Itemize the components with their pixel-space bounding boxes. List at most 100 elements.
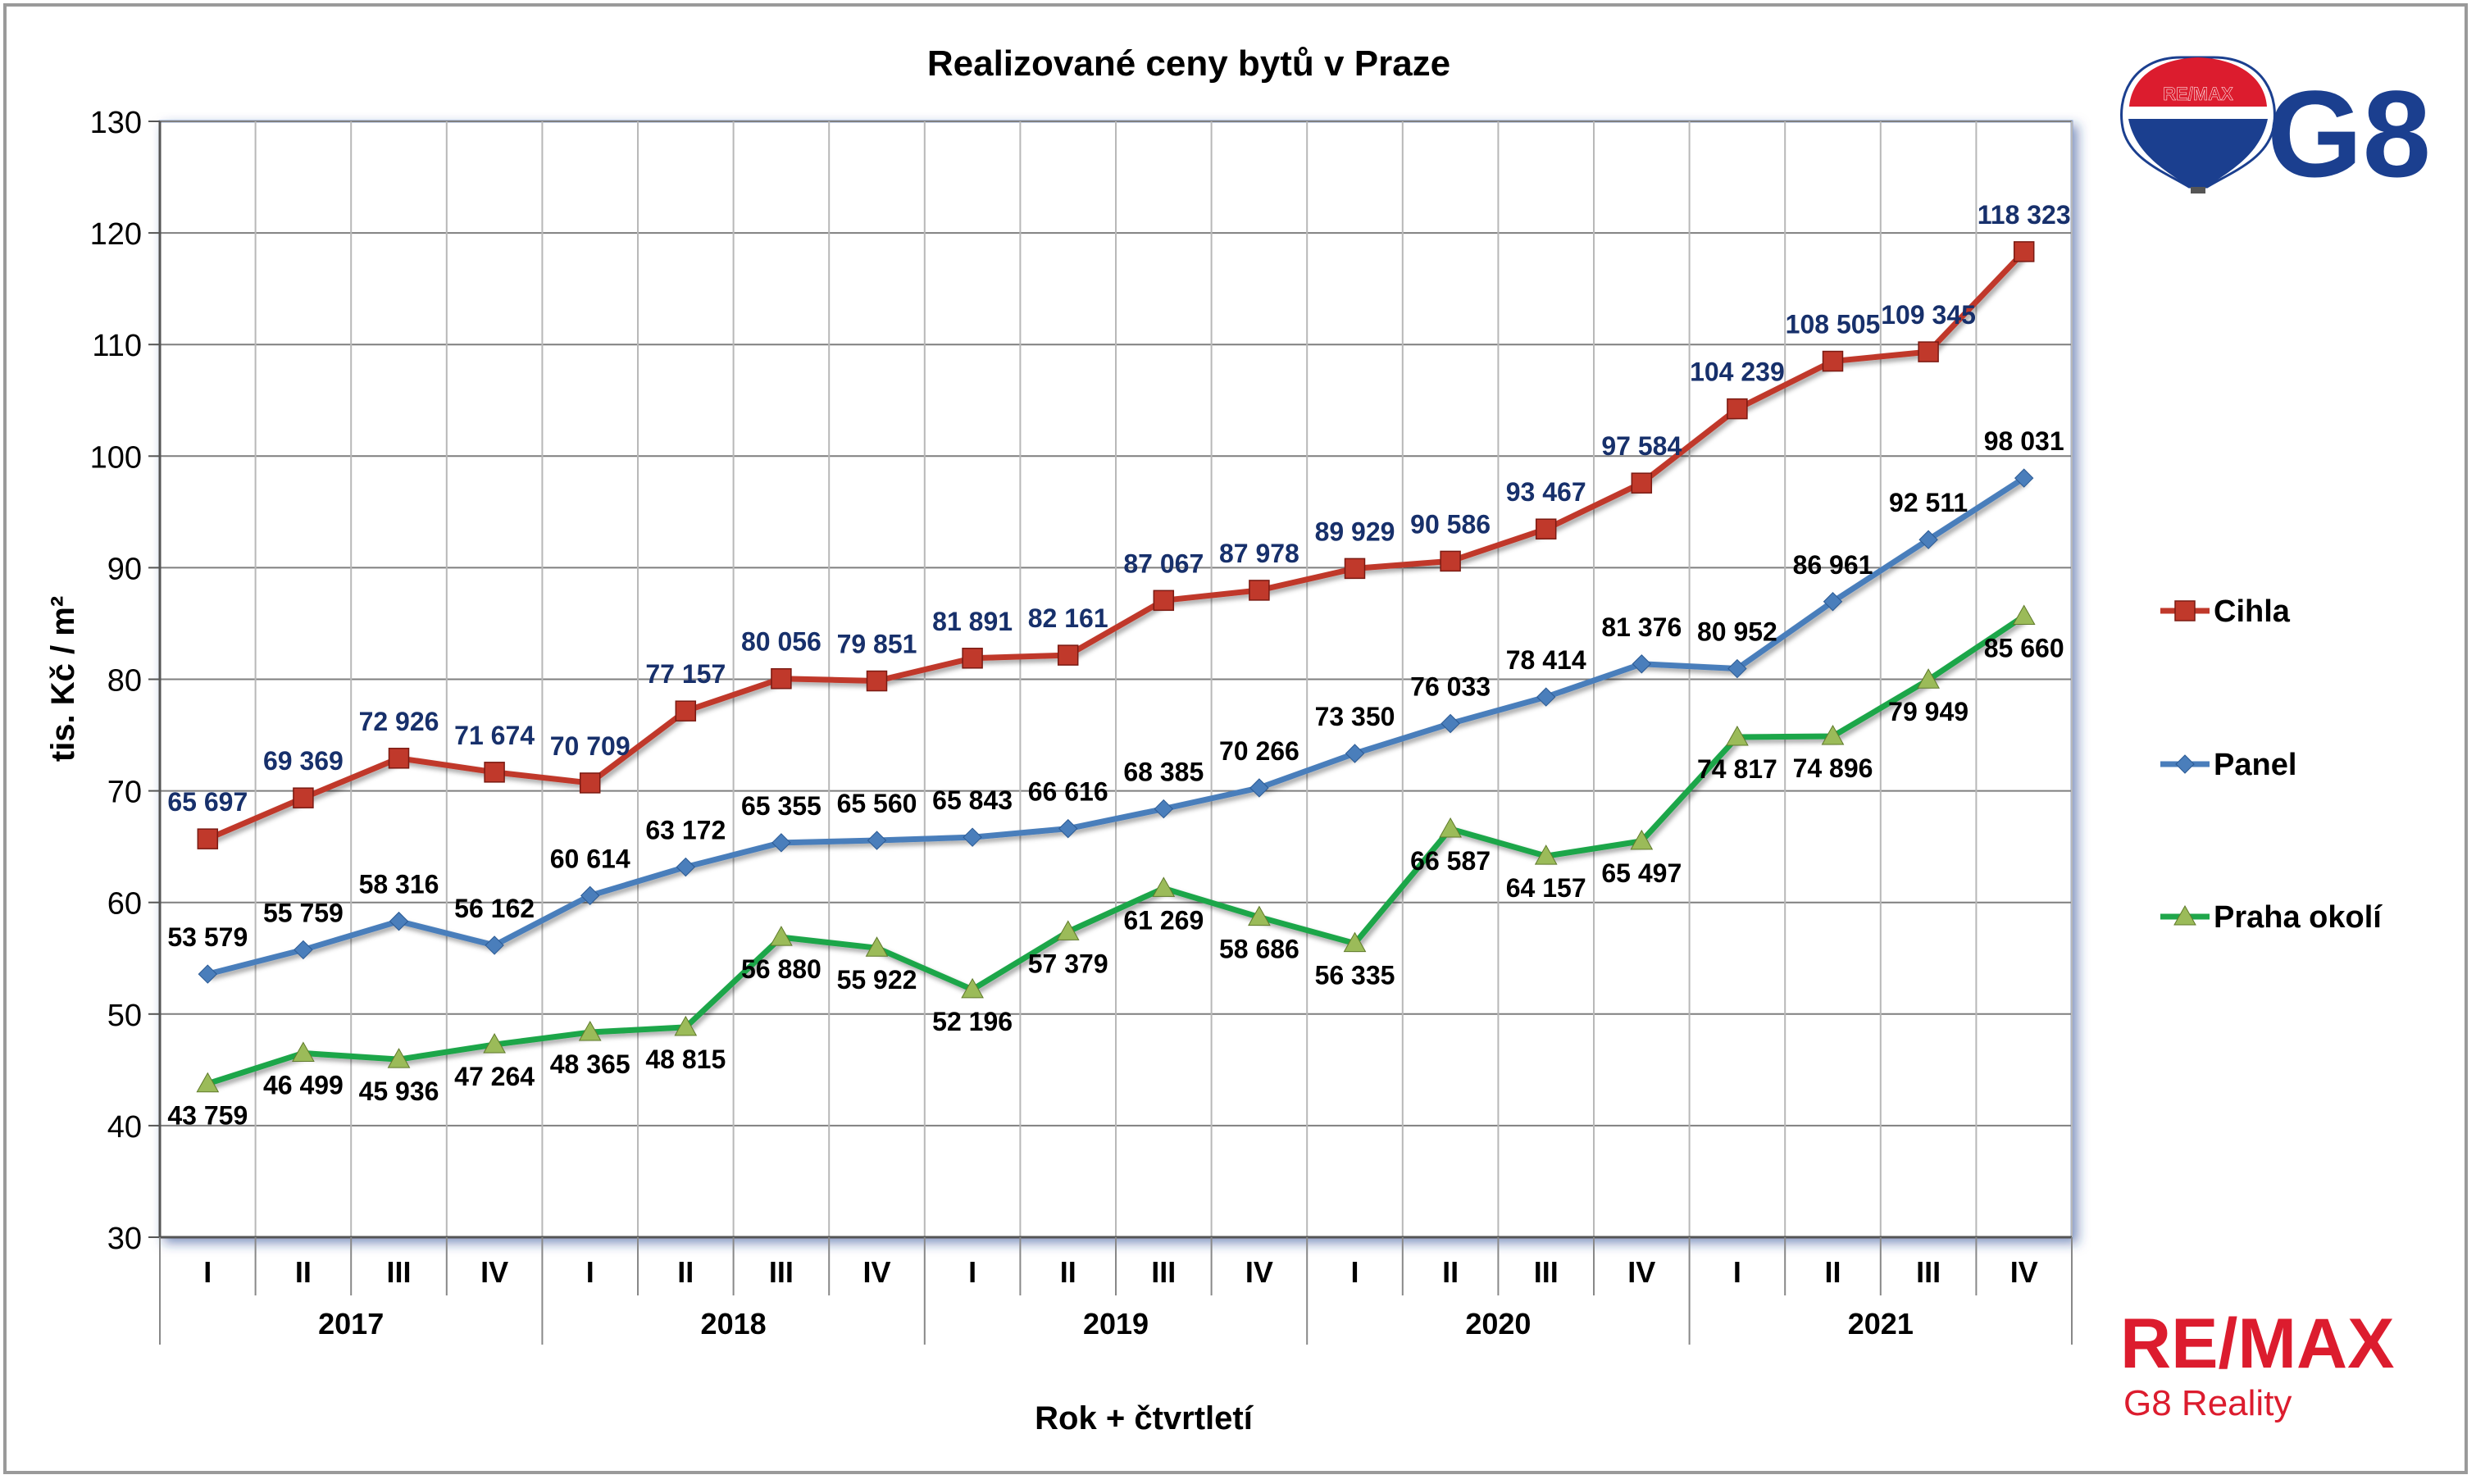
data-label: 48 365 (550, 1049, 630, 1079)
data-label: 57 379 (1028, 949, 1108, 978)
marker-square (1440, 550, 1461, 572)
marker-diamond (1536, 687, 1556, 707)
marker-diamond (1823, 592, 1843, 612)
data-label: 70 709 (550, 731, 630, 761)
data-label: 118 323 (1978, 200, 2071, 230)
data-label: 81 376 (1601, 612, 1682, 642)
marker-triangle (1821, 724, 1845, 745)
marker-square (866, 670, 888, 692)
data-label: 65 355 (741, 791, 822, 821)
data-label: 81 891 (932, 607, 1013, 636)
marker-triangle (1248, 905, 1271, 926)
y-tick-label: 130 (90, 106, 142, 140)
data-label: 78 414 (1506, 645, 1586, 675)
marker-square (2174, 600, 2196, 621)
marker-diamond (389, 911, 409, 931)
marker-triangle (578, 1021, 602, 1041)
data-label: 89 929 (1315, 517, 1395, 546)
y-axis: 30 40 50 60 70 80 90 100 110 120 130 (90, 106, 162, 1256)
marker-triangle (1534, 844, 1558, 865)
marker-square (1727, 398, 1748, 420)
marker-square (1631, 472, 1653, 494)
marker-triangle (865, 936, 889, 957)
quarter-label: IV (1245, 1255, 1273, 1289)
data-label: 45 936 (359, 1077, 439, 1106)
quarter-label: II (1824, 1255, 1841, 1289)
data-label: 98 031 (1984, 426, 2064, 456)
marker-square (1535, 518, 1557, 539)
marker-triangle (1152, 876, 1176, 897)
marker-diamond (676, 857, 696, 877)
data-label: 53 579 (167, 922, 248, 952)
marker-square (675, 700, 697, 722)
data-label: 76 033 (1410, 671, 1491, 701)
quarter-label: II (1442, 1255, 1459, 1289)
legend-label: Cihla (2214, 594, 2291, 629)
y-tick-label: 60 (107, 887, 142, 922)
year-label: 2017 (318, 1307, 384, 1341)
data-label: 90 586 (1410, 509, 1491, 539)
series-line-panel (207, 476, 2026, 977)
marker-diamond (963, 827, 982, 847)
quarter-label: III (1534, 1255, 1559, 1289)
marker-square (962, 648, 983, 669)
quarter-label: II (677, 1255, 694, 1289)
data-label: 69 369 (263, 746, 344, 776)
data-label: 73 350 (1315, 702, 1395, 731)
data-label: 97 584 (1601, 431, 1682, 461)
data-label: 87 978 (1219, 539, 1299, 568)
quarter-label: I (203, 1255, 212, 1289)
remax-balloon-icon: RE/MAX (2120, 56, 2276, 193)
y-tick-label: 100 (90, 440, 142, 475)
marker-triangle (674, 1015, 698, 1036)
marker-diamond (1249, 778, 1269, 798)
marker-triangle (2173, 904, 2196, 926)
quarter-label: IV (1627, 1255, 1655, 1289)
g8-logo: G8 (2267, 65, 2431, 203)
marker-square (197, 828, 219, 849)
data-label: 60 614 (550, 844, 630, 873)
marker-diamond (580, 885, 600, 906)
legend-label: Praha okolí (2214, 900, 2383, 935)
marker-square (1249, 580, 1270, 601)
marker-triangle (292, 1041, 315, 1062)
marker-diamond (198, 964, 218, 984)
marker-triangle (1056, 920, 1080, 940)
data-label: 58 686 (1219, 935, 1299, 964)
data-label: 46 499 (263, 1070, 344, 1099)
marker-triangle (196, 1072, 220, 1093)
marker-triangle (1439, 817, 1462, 838)
marker-diamond (771, 833, 791, 853)
legend-label: Panel (2214, 748, 2296, 782)
x-axis: I II III IV I II III IV I II III IV I II III IV I II III IV… (159, 1236, 2073, 1345)
data-label: 80 952 (1697, 617, 1777, 647)
marker-square (2013, 241, 2035, 262)
y-tick-label: 80 (107, 664, 142, 699)
marker-square (1918, 341, 1939, 362)
marker-square (1822, 350, 1844, 372)
quarter-label: IV (2010, 1255, 2038, 1289)
data-label: 58 316 (359, 870, 439, 899)
data-label: 86 961 (1793, 550, 1873, 580)
series-line-praha-okolí (207, 613, 2026, 1087)
year-label: 2018 (701, 1307, 767, 1341)
data-label: 93 467 (1506, 477, 1586, 507)
data-label: 82 161 (1028, 603, 1108, 633)
data-label: 77 157 (645, 659, 726, 689)
quarter-label: I (1733, 1255, 1741, 1289)
data-label: 79 851 (837, 630, 917, 659)
data-label: 55 922 (837, 965, 917, 995)
data-label: 87 067 (1123, 549, 1204, 578)
data-label: 56 880 (741, 954, 822, 984)
data-label: 109 345 (1881, 300, 1976, 330)
series-markers (196, 241, 2036, 1093)
data-label: 74 817 (1697, 754, 1777, 784)
data-label: 72 926 (359, 707, 439, 736)
marker-diamond (1154, 799, 1174, 819)
marker-diamond (1727, 658, 1747, 679)
y-tick-label: 70 (107, 776, 142, 810)
data-label: 65 497 (1601, 858, 1682, 888)
data-label: 48 815 (645, 1045, 726, 1074)
balloon-text: RE/MAX (2163, 84, 2233, 104)
data-label: 52 196 (932, 1007, 1013, 1036)
